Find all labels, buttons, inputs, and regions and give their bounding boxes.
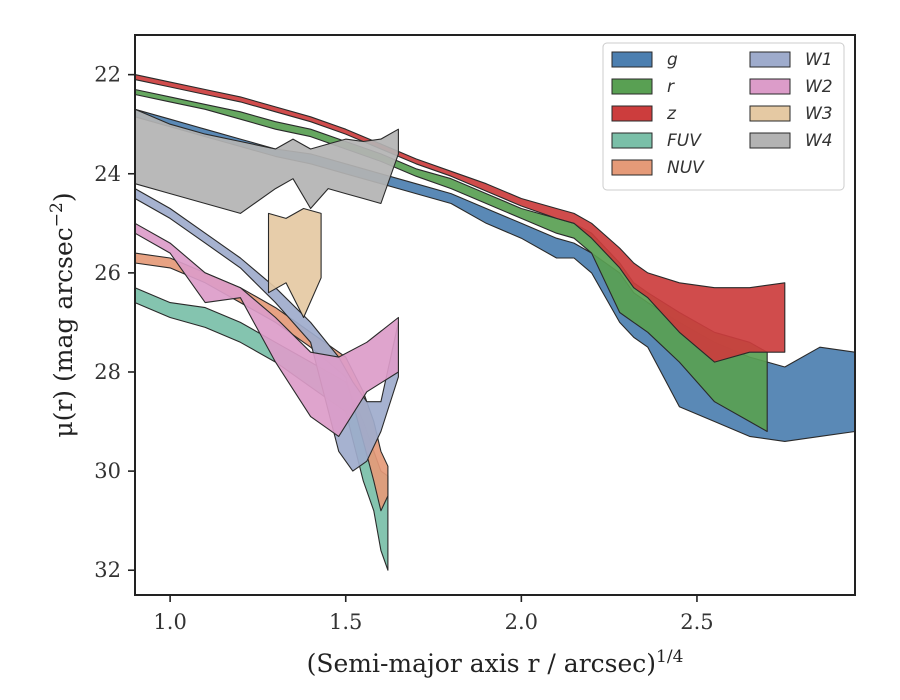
x-tick-label: 1.5	[329, 610, 362, 634]
y-tick-label: 28	[94, 360, 121, 384]
y-tick-label: 22	[94, 63, 121, 87]
legend-swatch-w4	[749, 132, 791, 149]
x-axis-label-superscript: 1/4	[656, 647, 683, 667]
legend-label-g: g	[667, 50, 678, 70]
legend-label-w2: W2	[805, 77, 833, 97]
legend-swatch-g	[611, 51, 653, 68]
legend-swatch-r	[611, 78, 653, 95]
legend-swatch-w2	[749, 78, 791, 95]
x-tick-label: 2.5	[680, 610, 713, 634]
y-axis-title: μ(r) (mag arcsec−2)	[47, 192, 78, 437]
y-tick-label: 32	[94, 558, 121, 582]
series-layer	[134, 74, 856, 571]
legend-label-z: z	[666, 104, 677, 124]
legend-swatch-z	[611, 105, 653, 122]
y-tick-label: 26	[94, 261, 121, 285]
legend-label-w1: W1	[805, 50, 833, 70]
plot-frame	[134, 34, 856, 596]
legend-swatch-nuv	[611, 159, 653, 176]
x-tick-label: 2.0	[505, 610, 538, 634]
legend-label-r: r	[667, 77, 675, 97]
y-tick-label: 24	[94, 162, 121, 186]
y-tick-label: 30	[94, 459, 121, 483]
tick-layer: 1.0 1.5 2.0 2.5 22 24 26 28 30 32	[94, 63, 713, 634]
legend-swatch-w3	[749, 105, 791, 122]
y-axis-label-close: )	[49, 192, 78, 202]
legend-label-w3: W3	[805, 104, 833, 124]
y-axis-label-superscript: −2	[47, 202, 67, 227]
x-axis-title: (Semi-major axis r / arcsec)1/4	[307, 647, 684, 678]
series-band-w4	[134, 108, 399, 214]
x-axis-label: (Semi-major axis r / arcsec)	[307, 649, 656, 678]
series-band-w2	[134, 222, 399, 437]
legend-label-fuv: FUV	[667, 131, 702, 151]
x-tick-label: 1.0	[153, 610, 186, 634]
legend-label-w4: W4	[805, 131, 833, 151]
legend-swatch-fuv	[611, 132, 653, 149]
legend-label-nuv: NUV	[667, 158, 705, 178]
series-band-w3	[267, 207, 322, 319]
legend: grz FUV NUV W1 W2 W3 W4	[602, 42, 845, 191]
y-axis-label: μ(r) (mag arcsec	[49, 227, 78, 437]
legend-swatch-w1	[749, 51, 791, 68]
